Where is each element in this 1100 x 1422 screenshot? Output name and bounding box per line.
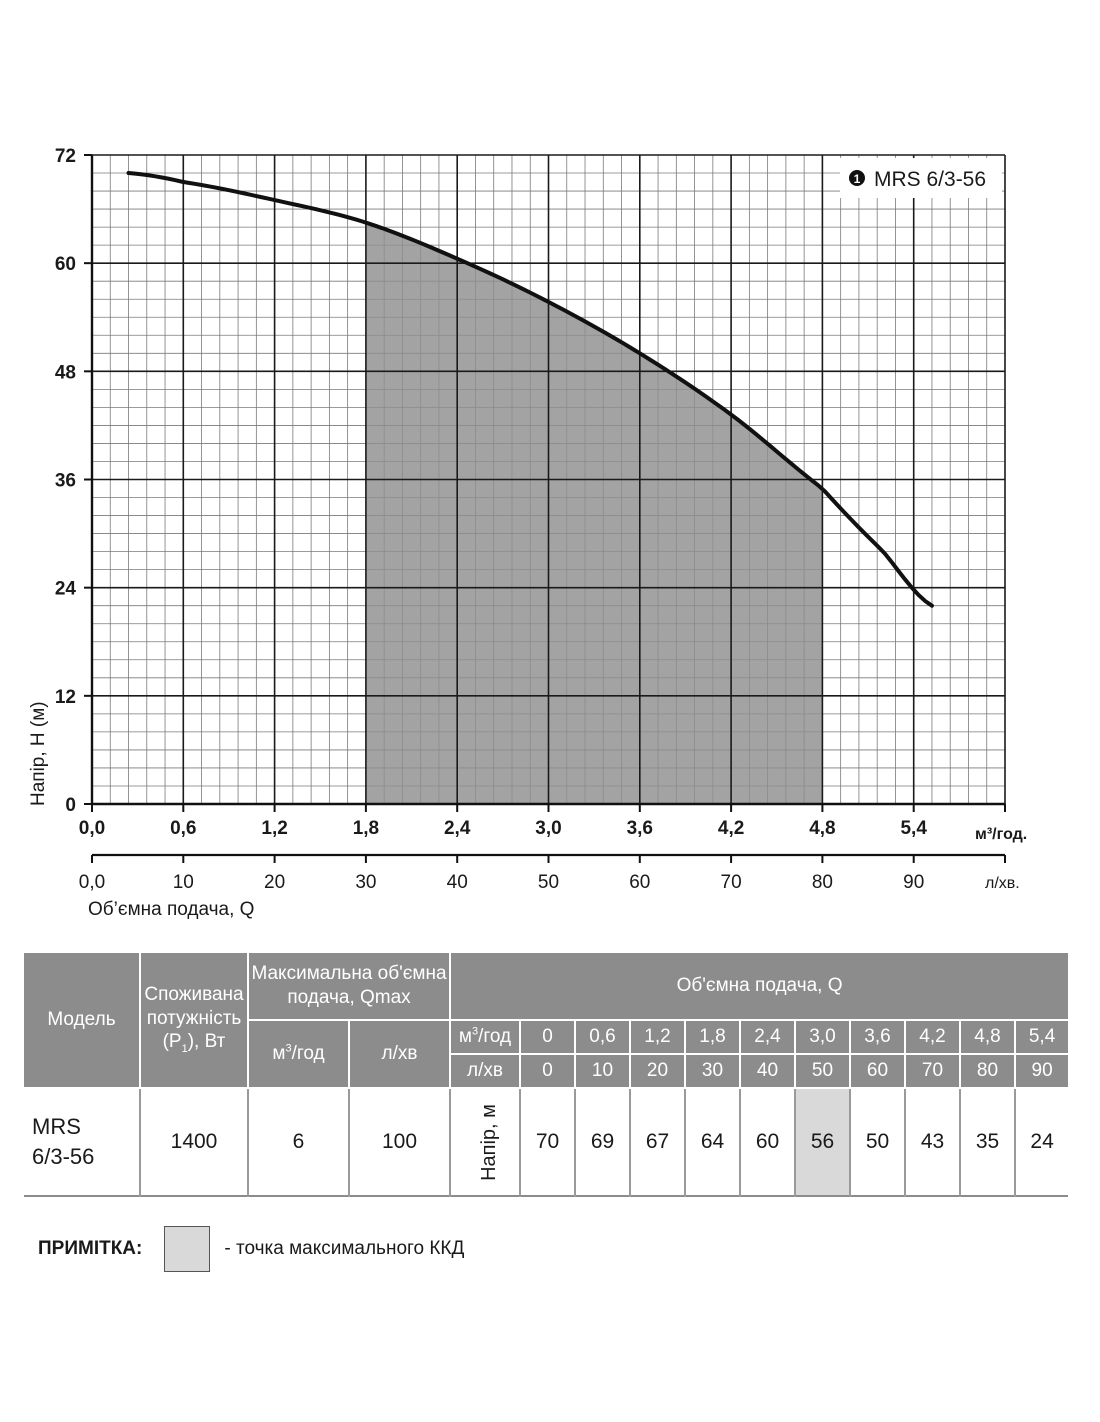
y-tick-label: 12: [55, 687, 76, 708]
y-tick-label: 36: [55, 471, 76, 492]
spec-table: Модель Споживана потужність (P1), Вт Мак…: [24, 953, 1069, 1197]
flow-l-cell: 80: [960, 1054, 1016, 1089]
x-tick-label: 1,2: [261, 818, 287, 839]
note-label: ПРИМІТКА:: [38, 1238, 143, 1259]
head-value-cell: 35: [960, 1088, 1016, 1196]
header-power: Споживана потужність (P1), Вт: [140, 953, 249, 1089]
x2-tick-label: 80: [812, 872, 833, 893]
header-flow: Об'ємна подача, Q: [450, 953, 1069, 1021]
x2-tick-label: 90: [903, 872, 924, 893]
x2-tick-label: 40: [447, 872, 468, 893]
table-row: MRS 6/3-56 1400 6 100 Напір, м 70 69 67 6…: [24, 1088, 1069, 1196]
legend-marker-number: 1: [854, 172, 861, 186]
header-model: Модель: [24, 953, 141, 1089]
flow-m3-cell: 3,6: [850, 1020, 906, 1055]
power-cell: 1400: [140, 1088, 249, 1196]
x-tick-label: 4,8: [809, 818, 835, 839]
qmax-l-cell: 100: [349, 1088, 451, 1196]
head-value-cell: 60: [740, 1088, 796, 1196]
x-tick-labels: 0,0 0,6 1,2 1,8 2,4 3,0 3,6 4,2 4,8 5,4: [79, 818, 928, 839]
head-value-cell: 64: [685, 1088, 741, 1196]
legend-box: 1 MRS 6/3-56: [840, 158, 1002, 198]
flow-m3-cell: 4,2: [905, 1020, 961, 1055]
y-axis-label: Напір, H (м): [28, 701, 49, 806]
working-range-area: [365, 222, 823, 805]
y-tick-labels: 0 12 24 36 48 60 72: [55, 146, 77, 816]
note: ПРИМІТКА: - точка максимального ККД: [38, 1224, 464, 1274]
legend-model-label: MRS 6/3-56: [874, 168, 986, 191]
flow-l-cell: 40: [740, 1054, 796, 1089]
x-tick-label: 1,8: [353, 818, 379, 839]
head-value-cell: 69: [575, 1088, 631, 1196]
head-value-cell: 50: [850, 1088, 906, 1196]
flow-l-cell: 70: [905, 1054, 961, 1089]
flow-l-cell: 30: [685, 1054, 741, 1089]
flow-l-cell: 0: [520, 1054, 576, 1089]
x2-tick-label: 50: [538, 872, 559, 893]
y-tick-label: 0: [65, 795, 76, 816]
flow-m3-cell: 0,6: [575, 1020, 631, 1055]
x-tick-label: 5,4: [900, 818, 927, 839]
head-flow-chart: 0 12 24 36 48 60 72 0,0 0,6 1,2 1,8 2,4 3,0 3,6 4,2 4,…: [28, 146, 1027, 920]
x-tick-label: 3,6: [627, 818, 653, 839]
flow-l-cell: 60: [850, 1054, 906, 1089]
y-tick-label: 72: [55, 146, 76, 167]
flow-l-cell: 90: [1015, 1054, 1069, 1089]
flow-m3-cell: 5,4: [1015, 1020, 1069, 1055]
flow-l-cell: 20: [630, 1054, 686, 1089]
x2-tick-label: 70: [721, 872, 742, 893]
head-value-cell: 70: [520, 1088, 576, 1196]
head-value-cell: 24: [1030, 1130, 1054, 1153]
flow-m3-cell: 4,8: [960, 1020, 1016, 1055]
note-swatch: [164, 1226, 211, 1272]
header-qmax: Максимальна об'ємна подача, Qmax: [248, 953, 451, 1021]
note-text: - точка максимального ККД: [224, 1238, 465, 1259]
flow-l-cell: 50: [795, 1054, 851, 1089]
header-qmax-m3: м3/год: [248, 1020, 350, 1089]
x2-unit-label: л/хв.: [985, 875, 1020, 892]
x2-tick-label: 30: [355, 872, 376, 893]
flow-l-cell: 10: [575, 1054, 631, 1089]
major-grid: [91, 154, 1006, 805]
legend-marker-icon: [849, 170, 865, 186]
flow-m3-cell: 0: [520, 1020, 576, 1055]
head-curve-line: [126, 171, 934, 608]
x2-tick-label: 0,0: [79, 872, 105, 893]
model-cell: MRS 6/3-56: [24, 1088, 141, 1196]
axes: [84, 154, 1006, 863]
x-tick-label: 2,4: [444, 818, 471, 839]
head-curve: [126, 171, 934, 608]
x2-tick-label: 60: [629, 872, 650, 893]
x-tick-label: 0,6: [170, 818, 196, 839]
head-label-cell: Напір, м: [450, 1088, 521, 1196]
head-value-cell-max-efficiency: 56: [795, 1088, 851, 1196]
x-unit-label: м³/год.: [975, 826, 1027, 843]
flow-m3-cell: 2,4: [740, 1020, 796, 1055]
y-tick-label: 60: [55, 254, 76, 275]
x2-tick-label: 10: [173, 872, 194, 893]
y-tick-label: 48: [55, 362, 76, 383]
flow-m3-cell: 3,0: [795, 1020, 851, 1055]
y-tick-label: 24: [55, 579, 77, 600]
header-row-m3: м3/год: [450, 1020, 521, 1055]
header-row-l: л/хв: [450, 1054, 521, 1089]
x-tick-label: 0,0: [79, 818, 105, 839]
x-axis-label: Об’ємна подача, Q: [88, 899, 254, 920]
x2-tick-label: 20: [264, 872, 285, 893]
x-tick-label: 4,2: [718, 818, 744, 839]
header-qmax-l: л/хв: [349, 1020, 451, 1089]
head-value-cell: 67: [630, 1088, 686, 1196]
flow-m3-cell: 1,2: [630, 1020, 686, 1055]
qmax-m3-cell: 6: [248, 1088, 350, 1196]
flow-m3-cell: 1,8: [685, 1020, 741, 1055]
working-range-band: [365, 222, 823, 805]
head-value-cell: 43: [905, 1088, 961, 1196]
x2-tick-labels: 0,0 10 20 30 40 50 60 70 80 90: [79, 872, 924, 893]
x-tick-label: 3,0: [535, 818, 561, 839]
